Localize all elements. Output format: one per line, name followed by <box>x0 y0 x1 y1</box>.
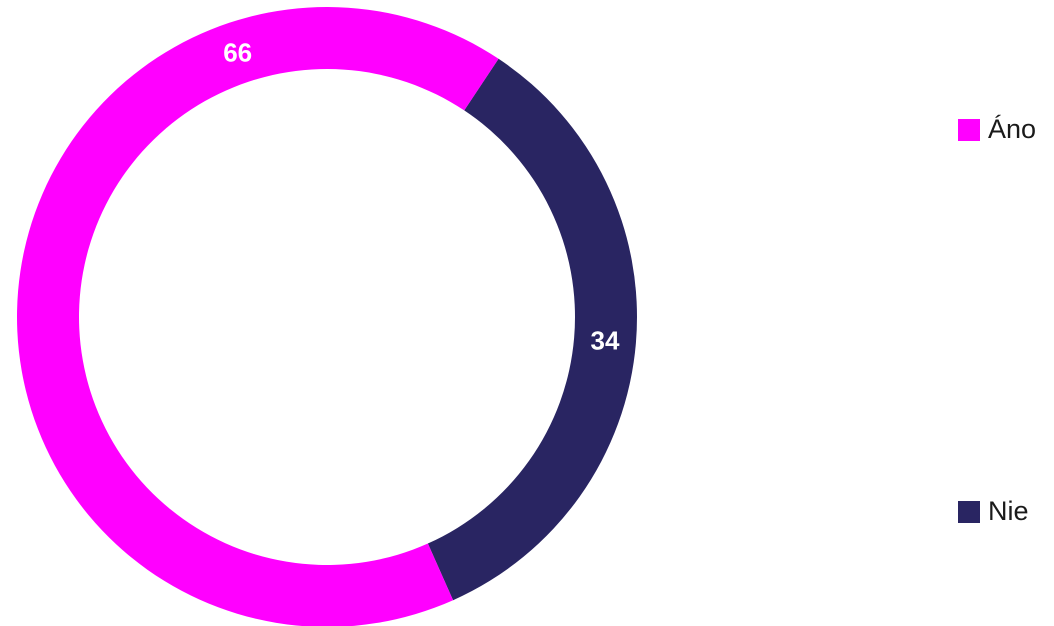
data-label-ano: 66 <box>223 38 252 68</box>
legend-item-ano: Áno <box>958 114 1036 145</box>
legend-label-nie: Nie <box>988 496 1029 526</box>
legend-item-nie: Nie <box>958 496 1029 527</box>
legend-label-ano: Áno <box>988 114 1037 144</box>
legend-swatch-ano <box>958 118 980 141</box>
data-label-nie: 34 <box>591 325 620 355</box>
donut-slices <box>17 7 637 626</box>
donut-slice-ano <box>17 7 499 626</box>
legend-swatch-nie <box>958 500 980 523</box>
slice-labels: 34 66 <box>223 38 620 356</box>
donut-slice-nie <box>427 58 637 601</box>
